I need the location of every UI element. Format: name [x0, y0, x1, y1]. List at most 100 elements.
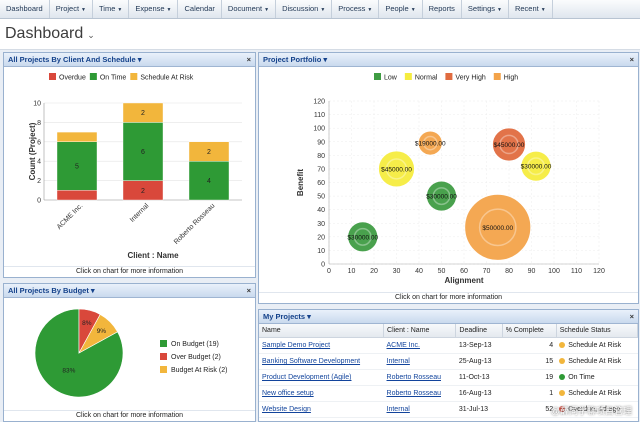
project-name[interactable]: Product Development (Agile): [259, 369, 384, 386]
bar-segment[interactable]: [188, 160, 230, 201]
legend-label: Low: [384, 75, 398, 82]
y-tick-label: 50: [317, 194, 325, 201]
status-label: Schedule At Risk: [568, 358, 622, 365]
column-header[interactable]: Client : Name: [383, 324, 457, 338]
bubble[interactable]: [378, 150, 415, 188]
nav-item-dashboard[interactable]: Dashboard: [0, 0, 50, 18]
nav-item-process[interactable]: Process ▼: [332, 0, 380, 18]
bubble[interactable]: [417, 130, 443, 156]
title-caret-icon[interactable]: ⌄: [87, 30, 95, 40]
schedule-status: Schedule At Risk: [556, 353, 638, 370]
panel-header[interactable]: All Projects By Budget ▾ ×: [4, 284, 255, 298]
panel-header[interactable]: My Projects ▾ ×: [259, 310, 638, 324]
project-name-link[interactable]: Banking Software Development: [262, 358, 361, 365]
main-nav: Dashboard Project ▼ Time ▼ Expense ▼ Calendar Do…: [0, 0, 640, 19]
legend-swatch: [160, 353, 167, 360]
nav-item-people[interactable]: People ▼: [379, 0, 423, 18]
nav-item-document[interactable]: Document ▼: [222, 0, 277, 18]
y-tick-label: 30: [317, 221, 325, 228]
percent-complete: 52: [502, 401, 557, 418]
client-name-link[interactable]: ACME Inc.: [386, 342, 420, 349]
legend-swatch: [89, 73, 97, 80]
bubble-highlight: [499, 134, 519, 155]
table-row[interactable]: Banking Software Development Internal 25-A…: [259, 353, 638, 370]
column-header[interactable]: Schedule Status: [556, 324, 638, 338]
panel-header[interactable]: All Projects By Client And Schedule ▾ ×: [4, 53, 255, 67]
x-tick-label: ACME Inc.: [56, 202, 85, 231]
column-header[interactable]: % Complete: [502, 324, 557, 338]
client-name-link[interactable]: Roberto Rosseau: [386, 374, 441, 381]
bar-data-label: 4: [207, 178, 211, 185]
bar-segment[interactable]: [56, 190, 98, 201]
bar-segment[interactable]: [56, 131, 98, 142]
table-row[interactable]: Product Development (Agile) Roberto Rosse…: [259, 369, 638, 386]
client-name[interactable]: Roberto Rosseau: [383, 369, 456, 386]
close-icon[interactable]: ×: [629, 55, 634, 64]
project-name-link[interactable]: Product Development (Agile): [262, 374, 352, 381]
project-name[interactable]: Sample Demo Project: [259, 337, 384, 354]
table-row[interactable]: Sample Demo Project ACME Inc. 13-Sep-13 4 Sc…: [259, 337, 638, 354]
client-name-link[interactable]: Internal: [386, 406, 410, 413]
bar-segment[interactable]: [122, 122, 164, 181]
bubble[interactable]: [492, 127, 526, 162]
nav-item-discussion[interactable]: Discussion ▼: [276, 0, 333, 18]
x-tick-label: 110: [571, 268, 582, 275]
bar-segment[interactable]: [122, 102, 164, 123]
column-header[interactable]: Deadline: [455, 324, 503, 338]
nav-item-reports[interactable]: Reports: [423, 0, 462, 18]
budget-pie-chart[interactable]: 83% 8% 9% On Budget (19) Over Budget (2) Budg…: [4, 298, 255, 410]
y-tick-label: 6: [37, 139, 41, 146]
nav-item-recent[interactable]: Recent ▼: [509, 0, 553, 18]
project-name-link[interactable]: Website Design: [262, 406, 311, 413]
panel-title[interactable]: My Projects ▾: [263, 312, 311, 321]
column-header[interactable]: Name: [259, 324, 385, 338]
client-name[interactable]: Internal: [383, 401, 456, 418]
client-name-link[interactable]: Internal: [386, 358, 410, 365]
close-icon[interactable]: ×: [246, 55, 251, 64]
bar-segment[interactable]: [56, 141, 98, 191]
watermark: @薛同学聊项目管理: [550, 406, 632, 416]
bubble[interactable]: [347, 221, 379, 253]
project-name[interactable]: Banking Software Development: [259, 353, 384, 370]
client-name[interactable]: Roberto Rosseau: [383, 385, 456, 402]
chevron-down-icon: ▼: [540, 7, 546, 13]
table-row[interactable]: New office setup Roberto Rosseau 16-Aug-13…: [259, 385, 638, 402]
client-name[interactable]: Internal: [383, 353, 456, 370]
nav-item-settings[interactable]: Settings ▼: [462, 0, 509, 18]
project-name[interactable]: New office setup: [259, 385, 384, 402]
panel-title[interactable]: All Projects By Budget ▾: [8, 286, 95, 295]
deadline: 11-Oct-13: [455, 369, 503, 386]
bar-segment[interactable]: [188, 141, 230, 162]
bubble[interactable]: [464, 193, 532, 261]
nav-item-time[interactable]: Time ▼: [93, 0, 130, 18]
project-portfolio-chart[interactable]: Low Normal Very High High 0 10 20 30 40 50 60 70 80 9…: [259, 67, 638, 292]
panel-title[interactable]: All Projects By Client And Schedule ▾: [8, 55, 142, 64]
close-icon[interactable]: ×: [629, 312, 634, 321]
client-name-link[interactable]: Roberto Rosseau: [386, 390, 441, 397]
nav-item-expense[interactable]: Expense ▼: [129, 0, 179, 18]
nav-item-calendar[interactable]: Calendar: [178, 0, 222, 18]
bubble[interactable]: [426, 180, 457, 212]
bubble-highlight: [527, 157, 545, 176]
close-icon[interactable]: ×: [246, 286, 251, 295]
panel-header[interactable]: Project Portfolio ▾ ×: [259, 53, 638, 67]
table-row[interactable]: Website Design Internal 31-Jul-13 52 Overdue…: [259, 401, 638, 418]
client-name[interactable]: ACME Inc.: [383, 337, 456, 354]
project-name-link[interactable]: New office setup: [262, 390, 314, 397]
status-dot-icon: [559, 358, 566, 364]
legend-swatch: [445, 73, 453, 80]
client-schedule-chart[interactable]: Overdue On Time Schedule At Risk 0 2 4 6 8 10 Cou…: [4, 67, 255, 266]
x-tick-label: Roberto Rosseau: [173, 202, 217, 246]
nav-item-project[interactable]: Project ▼: [50, 0, 93, 18]
x-tick-label: 120: [593, 268, 605, 275]
bar-data-label: 2: [207, 149, 211, 156]
chart-footer: Click on chart for more information: [4, 266, 255, 277]
panel-title[interactable]: Project Portfolio ▾: [263, 55, 328, 64]
pie-slice[interactable]: [78, 314, 118, 354]
pie-slice[interactable]: [34, 308, 124, 398]
status-dot-icon: [559, 374, 566, 380]
project-name[interactable]: Website Design: [259, 401, 384, 418]
bubble-highlight: [432, 187, 451, 206]
project-name-link[interactable]: Sample Demo Project: [262, 342, 331, 349]
bubble[interactable]: [520, 150, 552, 182]
